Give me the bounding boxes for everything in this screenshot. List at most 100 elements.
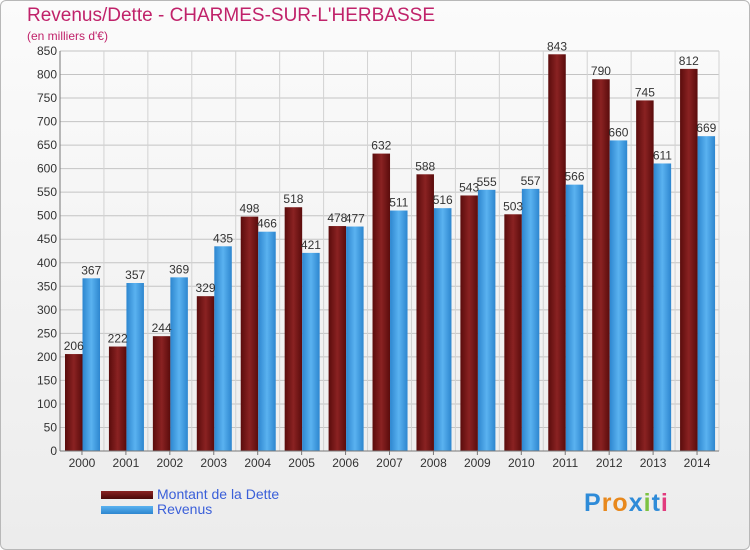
bars [65,54,716,452]
data-label: 511 [389,196,408,210]
data-label: 329 [196,281,216,295]
bar-revenus [653,163,672,451]
y-tick-label: 750 [37,91,57,105]
x-tick-label: 2013 [640,456,667,470]
bar-dette [108,346,127,451]
data-label: 790 [591,64,611,78]
data-label: 660 [608,125,628,139]
bar-dette [372,153,391,451]
y-tick-label: 300 [37,303,57,317]
y-tick-label: 650 [37,138,57,152]
data-label: 543 [459,180,479,194]
bar-revenus [302,252,320,451]
x-tick-label: 2001 [113,456,140,470]
data-label: 421 [301,238,321,252]
bar-dette [152,336,171,451]
bar-revenus [82,278,100,451]
data-label: 843 [547,39,567,53]
data-label: 745 [635,85,655,99]
bar-dette [240,216,259,451]
bar-dette [636,100,654,451]
y-tick-label: 250 [37,326,57,340]
bar-revenus [477,189,496,451]
data-label: 478 [327,211,347,225]
bar-dette [196,296,215,451]
data-label: 477 [345,212,365,226]
data-label: 222 [108,332,128,346]
y-tick-label: 150 [37,373,57,387]
data-label: 466 [257,217,277,231]
bar-revenus [390,210,408,451]
y-tick-label: 800 [37,68,57,82]
bar-dette [680,68,698,451]
y-tick-label: 200 [37,350,57,364]
data-label: 369 [169,262,189,276]
data-label: 518 [283,192,303,206]
bar-dette [284,207,303,451]
data-label: 357 [125,268,145,282]
bar-dette [504,214,522,451]
chart-subtitle: (en milliers d'€) [27,29,108,43]
data-label: 812 [679,54,699,68]
bar-revenus [258,231,276,451]
data-label: 206 [64,339,84,353]
data-label: 498 [239,202,259,216]
data-label: 503 [503,199,523,213]
data-label: 244 [152,321,172,335]
y-tick-label: 550 [37,185,57,199]
data-label: 367 [81,263,101,277]
bar-revenus [521,188,540,451]
x-tick-label: 2000 [69,456,96,470]
data-label: 669 [696,121,716,135]
y-tick-label: 400 [37,256,57,270]
bar-dette [328,226,347,451]
data-label: 555 [477,175,497,189]
y-tick-label: 600 [37,162,57,176]
y-tick-label: 50 [44,420,58,434]
data-label: 566 [565,170,585,184]
y-tick-label: 700 [37,115,57,129]
bar-revenus [214,246,232,451]
bar-dette [460,195,478,451]
bar-revenus [346,226,364,451]
y-tick-label: 100 [37,397,57,411]
data-label: 632 [371,139,391,153]
x-tick-label: 2008 [420,456,447,470]
bar-revenus [126,283,144,451]
data-label: 611 [653,148,672,162]
bar-revenus [565,184,584,451]
bar-revenus [433,208,452,451]
axes: 0 50 100 150 200 250 300 350 400 450 500 550 600 650 7… [37,44,719,470]
data-label: 557 [521,174,541,188]
legend-swatch-debt [101,491,153,499]
bar-revenus [697,136,716,452]
bar-dette [416,174,434,451]
x-tick-label: 2004 [244,456,271,470]
proxiti-logo: Proxiti [584,489,669,517]
y-tick-label: 850 [37,44,57,58]
legend-label-revenus: Revenus [157,501,213,517]
x-tick-label: 2011 [552,456,578,470]
data-label: 435 [213,231,233,245]
x-tick-label: 2003 [200,456,227,470]
bar-dette [548,54,566,451]
bar-revenus [609,140,628,452]
y-tick-label: 500 [37,209,57,223]
x-tick-label: 2002 [156,456,183,470]
bar-revenus [170,277,188,451]
y-tick-label: 0 [50,444,57,458]
x-tick-label: 2012 [596,456,623,470]
y-tick-label: 350 [37,279,57,293]
x-tick-label: 2007 [376,456,403,470]
bar-dette [65,354,83,451]
bar-dette [592,79,610,451]
x-tick-label: 2009 [464,456,491,470]
x-tick-label: 2005 [288,456,315,470]
x-tick-label: 2006 [332,456,359,470]
x-tick-label: 2014 [684,456,711,470]
chart-title: Revenus/Dette - CHARMES-SUR-L'HERBASSE [27,5,436,26]
data-label: 588 [415,159,435,173]
